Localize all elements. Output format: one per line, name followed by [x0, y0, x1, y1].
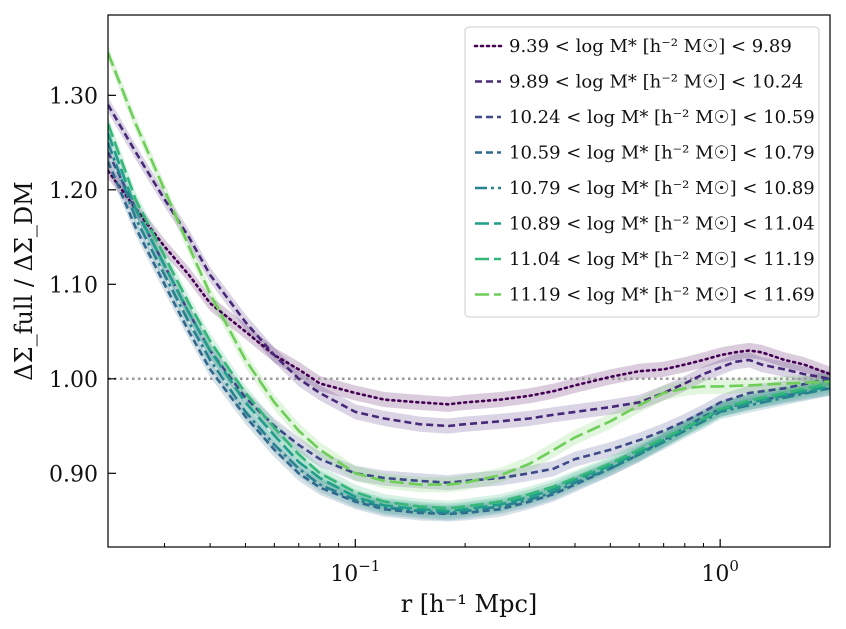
series-line-5 [108, 142, 830, 515]
y-tick-label: 0.90 [49, 462, 98, 487]
x-tick-base: 10 [701, 562, 729, 587]
legend-entry-1: 9.39 < log M* [h⁻² M☉] < 9.89 [509, 36, 792, 57]
x-tick-label: 100 [701, 557, 739, 587]
series-line-1 [108, 169, 830, 406]
series-line-6 [108, 132, 830, 513]
legend-entry-5: 10.79 < log M* [h⁻² M☉] < 10.89 [509, 178, 815, 199]
y-tick-label: 1.30 [49, 84, 98, 109]
series-lines [108, 52, 830, 516]
legend-entry-3: 10.24 < log M* [h⁻² M☉] < 10.59 [509, 107, 815, 128]
x-tick-base: 10 [330, 562, 358, 587]
y-tick-label: 1.00 [49, 368, 98, 393]
legend-entry-6: 10.89 < log M* [h⁻² M☉] < 11.04 [509, 214, 815, 235]
x-axis-ticks: 10−1 100 [164, 539, 739, 587]
series-line-4 [108, 160, 830, 516]
y-axis-ticks: 0.90 1.00 1.10 1.20 1.30 [49, 84, 116, 487]
legend-entry-2: 9.89 < log M* [h⁻² M☉] < 10.24 [509, 72, 803, 93]
legend-entry-4: 10.59 < log M* [h⁻² M☉] < 10.79 [509, 143, 815, 164]
series-line-8 [108, 52, 830, 486]
x-tick-exponent: 0 [729, 557, 739, 575]
x-axis-label: r [h⁻¹ Mpc] [401, 590, 538, 618]
legend-frame [464, 26, 820, 318]
legend-entry-8: 11.19 < log M* [h⁻² M☉] < 11.69 [509, 285, 815, 306]
x-tick-exponent: −1 [358, 557, 380, 575]
y-tick-label: 1.20 [49, 179, 98, 204]
x-tick-label: 10−1 [330, 557, 380, 587]
y-tick-label: 1.10 [49, 273, 98, 298]
series-line-2 [108, 104, 830, 428]
legend-entry-7: 11.04 < log M* [h⁻² M☉] < 11.19 [509, 249, 815, 270]
y-axis-label: ΔΣ_full / ΔΣ_DM [10, 181, 38, 380]
plot-frame [107, 14, 831, 548]
legend: 9.39 < log M* [h⁻² M☉] < 9.89 9.89 < log … [464, 26, 820, 318]
